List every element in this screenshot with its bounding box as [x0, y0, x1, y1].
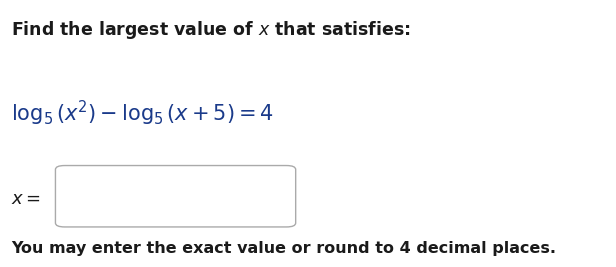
Text: You may enter the exact value or round to 4 decimal places.: You may enter the exact value or round t…	[11, 241, 556, 256]
Text: Find the largest value of $x$ that satisfies:: Find the largest value of $x$ that satis…	[11, 19, 411, 41]
Text: $x =$: $x =$	[11, 190, 41, 208]
FancyBboxPatch shape	[55, 166, 296, 227]
Text: $\log_5\left(x^2\right) - \log_5\left(x + 5\right) = 4$: $\log_5\left(x^2\right) - \log_5\left(x …	[11, 99, 274, 128]
